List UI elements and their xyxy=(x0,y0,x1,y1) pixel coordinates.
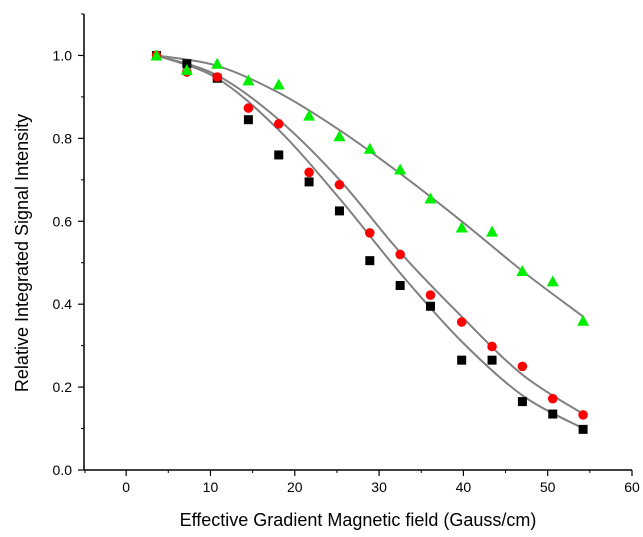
x-tick-label: 60 xyxy=(624,479,640,495)
x-ticks: 0 10 20 30 40 50 60 xyxy=(84,470,640,495)
x-tick-label: 50 xyxy=(540,479,556,495)
y-ticks: 0.0 0.2 0.4 0.6 0.8 1.0 xyxy=(53,13,84,478)
x-axis-title: Effective Gradient Magnetic field (Gauss… xyxy=(180,510,537,530)
square-marker xyxy=(426,301,436,311)
triangle-marker xyxy=(455,221,468,233)
fit-curve-1 xyxy=(156,54,584,430)
square-marker xyxy=(395,281,405,291)
fit-curve-3 xyxy=(156,54,584,318)
square-marker xyxy=(274,150,284,160)
triangle-marker xyxy=(516,265,529,277)
fit-curves xyxy=(156,54,584,430)
y-tick-label: 1.0 xyxy=(53,47,73,63)
circle-marker xyxy=(578,410,588,420)
triangle-marker xyxy=(180,63,193,75)
y-tick-label: 0.8 xyxy=(53,130,73,146)
triangle-marker xyxy=(333,130,346,142)
circle-marker xyxy=(517,361,528,372)
x-tick-label: 10 xyxy=(203,479,219,495)
square-marker xyxy=(487,355,497,365)
circle-marker xyxy=(425,290,436,300)
y-tick-label: 0.0 xyxy=(53,462,73,478)
fit-curve-2 xyxy=(156,54,584,415)
square-marker xyxy=(578,424,588,434)
circle-marker xyxy=(365,228,375,238)
square-marker xyxy=(517,397,527,407)
circle-marker xyxy=(547,393,558,404)
circle-marker xyxy=(212,72,223,82)
y-tick-label: 0.6 xyxy=(53,213,73,229)
x-tick-label: 40 xyxy=(456,479,472,495)
square-marker xyxy=(243,115,253,125)
square-marker xyxy=(182,59,192,69)
triangle-marker xyxy=(272,78,285,90)
y-axis-title: Relative Integrated Signal Intensity xyxy=(12,114,32,392)
data-markers xyxy=(150,49,590,434)
square-marker xyxy=(457,355,467,365)
x-tick-label: 0 xyxy=(122,479,130,495)
triangle-marker xyxy=(150,49,163,61)
y-tick-label: 0.2 xyxy=(53,379,73,395)
circle-marker xyxy=(456,317,467,327)
circle-marker xyxy=(273,119,284,129)
y-tick-label: 0.4 xyxy=(53,296,73,312)
circle-marker xyxy=(304,167,314,178)
square-marker xyxy=(365,256,375,266)
triangle-marker xyxy=(242,74,255,86)
triangle-marker xyxy=(546,275,559,287)
triangle-marker xyxy=(394,163,407,175)
circle-marker xyxy=(334,179,345,190)
triangle-marker xyxy=(211,57,224,69)
circle-marker xyxy=(487,341,497,352)
triangle-marker xyxy=(424,192,437,204)
circle-marker xyxy=(243,103,254,113)
x-tick-label: 30 xyxy=(371,479,387,495)
triangle-marker xyxy=(577,314,590,326)
square-marker xyxy=(548,409,558,419)
triangle-marker xyxy=(303,109,316,121)
triangle-marker xyxy=(363,142,376,154)
square-marker xyxy=(304,177,314,187)
square-marker xyxy=(334,206,344,216)
axes xyxy=(83,14,632,471)
x-tick-label: 20 xyxy=(287,479,303,495)
circle-marker xyxy=(395,249,405,260)
triangle-marker xyxy=(486,225,499,237)
